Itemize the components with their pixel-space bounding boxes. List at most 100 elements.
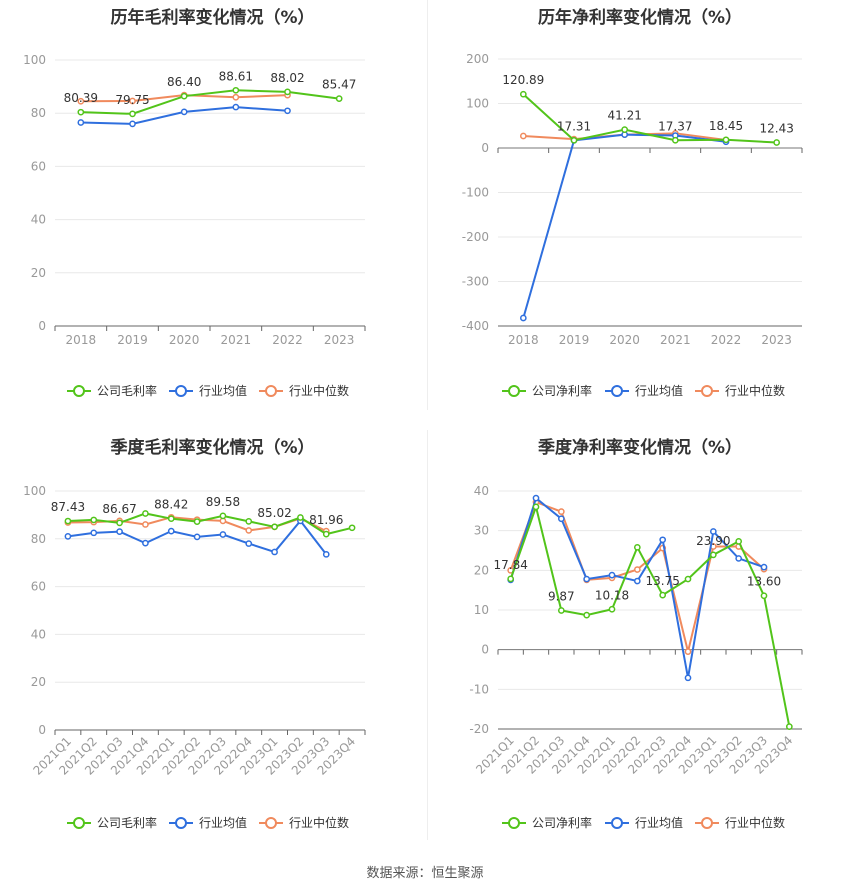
data-point-company: [322, 530, 330, 538]
y-tick-label: 0: [481, 141, 489, 155]
data-point-avg: [219, 531, 227, 538]
panel-divider-top: [427, 0, 428, 410]
y-tick-label: 10: [474, 603, 489, 617]
data-label: 17.37: [658, 119, 692, 133]
data-label: 80.39: [64, 91, 98, 105]
data-point-avg: [232, 103, 240, 111]
data-point-company: [621, 126, 629, 134]
y-tick-label: 40: [31, 627, 46, 641]
legend-item-avg: 行业均值: [169, 815, 247, 830]
legend-marker: [508, 385, 520, 397]
data-label: 18.45: [709, 119, 743, 133]
data-point-avg: [142, 539, 149, 547]
y-tick-label: -300: [462, 275, 489, 289]
data-point-company: [180, 92, 188, 100]
y-tick-label: 80: [31, 532, 46, 546]
y-tick-label: 0: [481, 643, 489, 657]
data-point-avg: [608, 571, 616, 579]
legend-marker: [175, 385, 187, 397]
data-label: 87.43: [51, 500, 85, 514]
data-point-avg: [557, 515, 565, 523]
data-point-company: [129, 110, 136, 118]
x-tick-label: 2019: [559, 333, 590, 347]
data-point-company: [232, 86, 240, 94]
data-point-company: [709, 551, 717, 559]
legend-marker: [73, 385, 85, 397]
data-point-median: [232, 93, 240, 101]
data-point-company: [245, 518, 253, 525]
data-point-avg: [129, 120, 136, 128]
data-point-company: [722, 136, 730, 144]
chart-svg: 0 20 40 60 80 100 2018 2019 2020 2021 2022 2023 80.3…: [23, 53, 366, 398]
data-label: 81.96: [309, 513, 343, 527]
data-point-avg: [193, 533, 201, 541]
legend-marker: [701, 385, 713, 397]
data-point-avg: [245, 540, 253, 547]
data-point-avg: [271, 548, 278, 556]
data-label: 17.84: [493, 558, 527, 572]
data-point-avg: [532, 494, 540, 502]
data-label: 88.42: [154, 498, 188, 512]
data-point-company: [608, 605, 616, 613]
x-tick-label: 2018: [66, 333, 97, 347]
y-tick-label: 60: [31, 159, 46, 173]
chart-title: 历年净利率变化情况（%）: [537, 8, 743, 28]
data-point-median: [129, 97, 136, 105]
data-point-company: [557, 607, 565, 614]
x-tick-label: 2021: [660, 333, 691, 347]
data-label: 88.61: [219, 69, 253, 83]
chart-panel-annual-net: 历年净利率变化情况（%） -400 -300 -200 -100 0 100 200 2018…: [430, 0, 850, 420]
legend-item-median: 行业中位数: [695, 383, 785, 398]
data-point-median: [142, 521, 149, 528]
data-point-avg: [77, 119, 85, 126]
data-point-avg: [735, 555, 743, 562]
x-tick-label: 2023: [324, 333, 355, 347]
data-point-company: [760, 592, 768, 600]
data-label: 86.67: [102, 502, 136, 516]
chart-svg: 0204060801002021Q12021Q22021Q32021Q42022…: [23, 484, 366, 830]
y-tick-label: 60: [31, 580, 46, 594]
series-line-median: [509, 500, 765, 652]
data-point-company: [64, 517, 72, 525]
y-tick-label: -200: [462, 230, 489, 244]
y-tick-label: 0: [38, 723, 46, 737]
data-point-company: [284, 88, 291, 96]
data-point-company: [583, 611, 591, 619]
legend-marker: [175, 817, 187, 829]
legend-label: 行业中位数: [725, 383, 785, 398]
data-point-company: [773, 139, 781, 146]
y-tick-label: 100: [23, 484, 46, 498]
y-tick-label: 0: [38, 319, 46, 333]
data-point-avg: [709, 528, 717, 535]
legend-item-company: 公司净利率: [502, 815, 592, 830]
data-point-company: [116, 519, 123, 527]
data-label: 85.02: [257, 506, 291, 520]
legend-marker: [508, 817, 520, 829]
y-tick-label: 20: [31, 266, 46, 280]
data-point-company: [348, 524, 356, 532]
data-point-avg: [684, 674, 692, 682]
x-tick-label: 2020: [609, 333, 640, 347]
data-point-company: [735, 538, 743, 545]
chart-title: 历年毛利率变化情况（%）: [110, 8, 315, 28]
y-tick-label: 100: [23, 53, 46, 67]
series-line-avg: [522, 133, 727, 319]
legend-label: 公司毛利率: [97, 815, 157, 830]
legend-marker: [265, 385, 277, 397]
data-label: 88.02: [270, 71, 304, 85]
data-point-median: [519, 132, 527, 140]
series-line-company: [67, 512, 353, 536]
legend-marker: [701, 817, 713, 829]
chart-panel-quarterly-gross: 季度毛利率变化情况（%） 0 20 40 60 80 100 2021Q1 2021Q2 202…: [0, 430, 425, 855]
legend-label: 行业均值: [199, 815, 247, 830]
data-point-company: [142, 510, 149, 517]
data-point-avg: [64, 533, 72, 540]
data-label: 79.75: [115, 93, 149, 107]
y-tick-label: -20: [469, 722, 489, 736]
x-tick-label: 2019: [117, 333, 148, 347]
data-point-median: [557, 508, 565, 515]
y-tick-label: 20: [31, 675, 46, 689]
data-point-company: [77, 108, 85, 116]
data-point-median: [77, 97, 85, 105]
data-label: 23.90: [696, 534, 730, 548]
